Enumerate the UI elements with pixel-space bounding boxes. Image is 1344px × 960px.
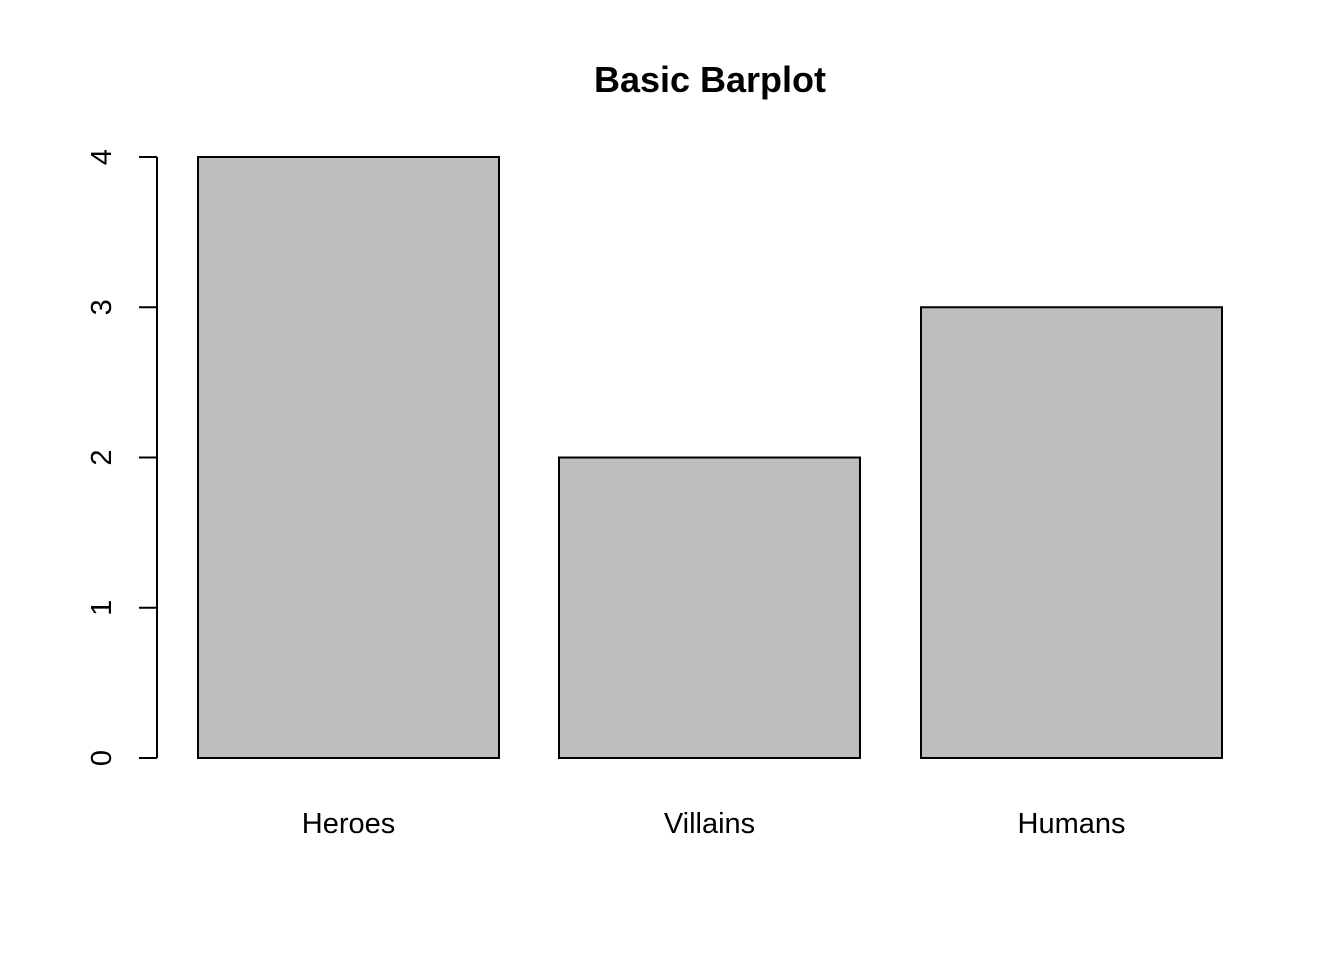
y-tick-label: 1 — [86, 600, 118, 616]
x-category-label: Humans — [1018, 808, 1126, 840]
y-tick-label: 3 — [86, 299, 118, 315]
y-tick-label: 4 — [86, 149, 118, 165]
bar-humans — [920, 306, 1223, 759]
y-tick-label: 0 — [86, 750, 118, 766]
category-labels: Heroes Villains Humans — [302, 808, 1126, 840]
chart-title: Basic Barplot — [594, 59, 826, 100]
y-axis: 0 1 2 3 4 — [86, 149, 158, 766]
bar-villains — [558, 456, 861, 759]
bars-group — [197, 156, 1223, 759]
x-category-label: Heroes — [302, 808, 396, 840]
x-category-label: Villains — [664, 808, 755, 840]
bar-heroes — [197, 156, 500, 759]
y-tick-label: 2 — [86, 449, 118, 465]
